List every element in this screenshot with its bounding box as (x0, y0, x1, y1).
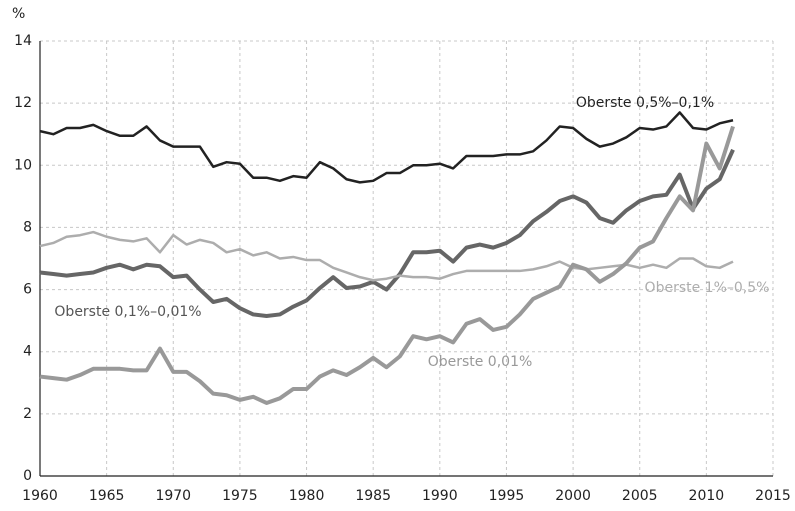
series-line (39, 111, 734, 184)
series-label: Oberste 0,5%–0,1% (576, 95, 714, 111)
series-label: Oberste 0,1%–0,01% (54, 304, 201, 320)
x-tick-label: 1970 (155, 488, 191, 504)
y-tick-label: 14 (14, 33, 32, 49)
x-tick-label: 1995 (489, 488, 525, 504)
x-tick-label: 1985 (355, 488, 391, 504)
series-label: Oberste 1%–0,5% (645, 280, 770, 296)
y-tick-label: 8 (23, 219, 32, 235)
series-line (39, 125, 735, 405)
y-axis-label: % (12, 6, 25, 22)
y-tick-label: 12 (14, 95, 32, 111)
y-tick-label: 4 (23, 344, 32, 360)
x-tick-label: 1965 (89, 488, 125, 504)
x-tick-label: 2000 (555, 488, 591, 504)
y-tick-label: 0 (23, 468, 32, 484)
x-tick-label: 2015 (755, 488, 791, 504)
series-line (39, 230, 734, 282)
x-tick-label: 1975 (222, 488, 258, 504)
x-tick-label: 2010 (689, 488, 725, 504)
y-tick-label: 2 (23, 406, 32, 422)
x-tick-label: 1990 (422, 488, 458, 504)
x-tick-label: 1960 (22, 488, 58, 504)
y-tick-label: 6 (23, 282, 32, 298)
series-line (39, 148, 735, 318)
x-tick-label: 1980 (289, 488, 325, 504)
series-label: Oberste 0,01% (428, 354, 533, 370)
y-tick-label: 10 (14, 157, 32, 173)
x-tick-label: 2005 (622, 488, 658, 504)
